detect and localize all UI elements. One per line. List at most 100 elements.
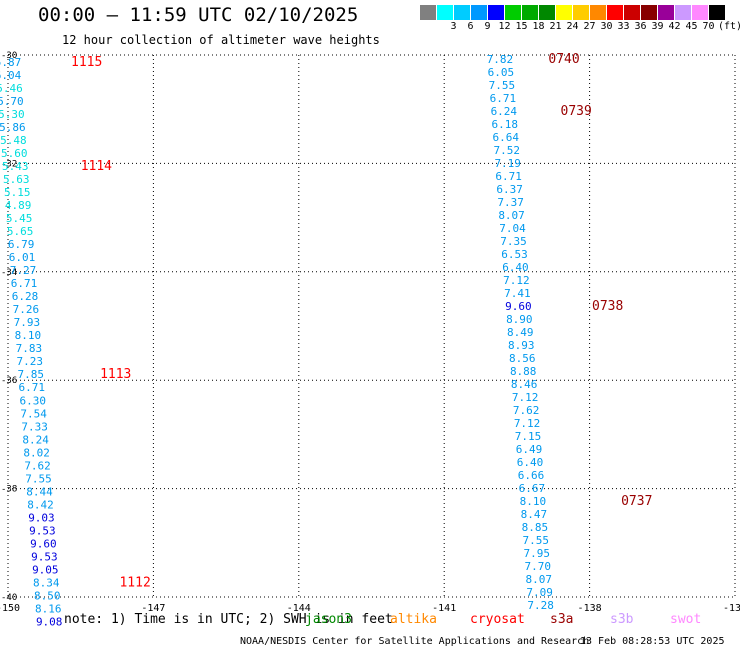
wave-height-value: 7.55 — [523, 534, 550, 547]
wave-height-value: 8.90 — [506, 313, 533, 326]
pass-time-label: 0739 — [561, 104, 592, 119]
wave-height-value: 7.41 — [504, 287, 531, 300]
wave-height-value: 8.16 — [35, 602, 62, 615]
legend-label: 33 — [617, 21, 630, 32]
legend-label: 42 — [668, 21, 681, 32]
y-tick-label: -38 — [1, 485, 17, 495]
wave-height-value: 5.65 — [7, 225, 34, 238]
satellite-label-cryosat: cryosat — [470, 612, 525, 627]
wave-height-value: 6.71 — [11, 277, 38, 290]
wave-height-value: 7.12 — [512, 391, 539, 404]
wave-height-value: 8.56 — [509, 352, 536, 365]
wave-height-value: 8.07 — [498, 209, 525, 222]
wave-height-value: 8.10 — [520, 495, 547, 508]
wave-height-value: 6.53 — [501, 248, 528, 261]
satellite-label-s3b: s3b — [610, 612, 634, 627]
satellite-label-swot: swot — [670, 612, 702, 627]
wave-height-value: 5.30 — [0, 108, 25, 121]
pass-time-label: 1115 — [71, 55, 102, 70]
wave-height-value: 7.19 — [494, 157, 521, 170]
wave-height-value: 7.35 — [500, 235, 527, 248]
y-tick-label: -32 — [1, 159, 17, 169]
wave-height-value: 9.53 — [31, 550, 58, 563]
wave-height-value: 7.54 — [20, 407, 47, 420]
wave-height-value: 7.37 — [497, 196, 524, 209]
wave-height-value: 7.26 — [13, 303, 40, 316]
wave-height-value: 8.42 — [27, 498, 54, 511]
wave-height-value: 7.95 — [524, 547, 551, 560]
wave-height-value: 6.67 — [519, 482, 546, 495]
wave-height-value: 9.05 — [32, 563, 59, 576]
wave-height-value: 6.71 — [18, 381, 45, 394]
wave-height-value: 7.12 — [503, 274, 530, 287]
legend-label: 36 — [634, 21, 647, 32]
legend-swatch — [590, 5, 607, 20]
legend-label: 21 — [549, 21, 562, 32]
y-tick-label: -30 — [1, 51, 17, 61]
x-tick-label: -135 — [723, 603, 740, 614]
legend-swatch — [437, 5, 454, 20]
wave-height-value: 7.85 — [18, 368, 45, 381]
wave-height-value: 6.64 — [493, 131, 520, 144]
legend-swatch — [556, 5, 573, 20]
wave-height-value: 8.24 — [22, 433, 49, 446]
legend-swatch — [675, 5, 692, 20]
legend-swatch — [641, 5, 658, 20]
legend-label: 18 — [532, 21, 545, 32]
wave-height-value: 7.23 — [17, 355, 44, 368]
wave-height-value: 9.60 — [505, 300, 532, 313]
wave-height-value: 4.89 — [5, 199, 32, 212]
wave-height-value: 6.40 — [502, 261, 529, 274]
wave-height-value: 5.86 — [0, 121, 26, 134]
wave-height-value: 9.60 — [30, 537, 57, 550]
wave-height-value: 6.05 — [488, 66, 515, 79]
wave-height-value: 8.50 — [34, 589, 61, 602]
wave-height-value: 7.55 — [489, 79, 516, 92]
chart-title: 00:00 – 11:59 UTC 02/10/2025 — [38, 4, 359, 26]
legend-swatch — [420, 5, 437, 20]
wave-height-value: 5.70 — [0, 95, 24, 108]
wave-height-value: 7.93 — [14, 316, 41, 329]
pass-time-label: 1114 — [81, 159, 112, 174]
wave-height-value: 6.30 — [19, 394, 46, 407]
legend-swatch — [709, 5, 726, 20]
wave-height-value: 8.88 — [510, 365, 537, 378]
pass-time-label: 1112 — [119, 575, 150, 590]
legend-label: 24 — [566, 21, 579, 32]
satellite-label-jason3: jason3 — [305, 612, 352, 627]
wave-height-value: 7.09 — [526, 586, 553, 599]
wave-height-value: 5.46 — [0, 82, 23, 95]
wave-height-value: 7.04 — [499, 222, 526, 235]
x-tick-label: -150 — [0, 603, 20, 614]
wave-height-value: 8.49 — [507, 326, 534, 339]
wave-height-value: 7.83 — [16, 342, 43, 355]
wave-height-value: 7.33 — [21, 420, 48, 433]
wave-height-value: 7.55 — [25, 472, 52, 485]
legend-label: 30 — [600, 21, 613, 32]
wave-height-value: 9.53 — [29, 524, 56, 537]
legend-swatch — [658, 5, 675, 20]
legend-swatch — [505, 5, 522, 20]
wave-height-value: 9.03 — [28, 511, 55, 524]
x-tick-label: -144 — [287, 603, 311, 614]
wave-height-value: 6.24 — [491, 105, 518, 118]
wave-height-value: 6.66 — [518, 469, 545, 482]
credit-line: NOAA/NESDIS Center for Satellite Applica… — [240, 636, 590, 647]
legend-swatch — [573, 5, 590, 20]
y-tick-label: -40 — [1, 593, 17, 603]
pass-time-label: 0740 — [548, 52, 579, 67]
footer-note: note: 1) Time is in UTC; 2) SWH is in fe… — [64, 612, 393, 627]
wave-height-value: 8.47 — [521, 508, 548, 521]
wave-height-value: 5.15 — [4, 186, 31, 199]
wave-height-value: 8.34 — [33, 576, 60, 589]
wave-height-value: 7.27 — [10, 264, 37, 277]
wave-height-value: 6.01 — [9, 251, 36, 264]
x-tick-label: -138 — [578, 603, 602, 614]
wave-height-value: 8.93 — [508, 339, 535, 352]
wave-height-value: 7.70 — [524, 560, 551, 573]
x-tick-label: -141 — [432, 603, 456, 614]
pass-time-label: 0737 — [621, 494, 652, 509]
wave-height-value: 9.08 — [36, 615, 63, 628]
wave-height-value: 7.82 — [487, 53, 514, 66]
wave-height-value: 6.40 — [517, 456, 544, 469]
